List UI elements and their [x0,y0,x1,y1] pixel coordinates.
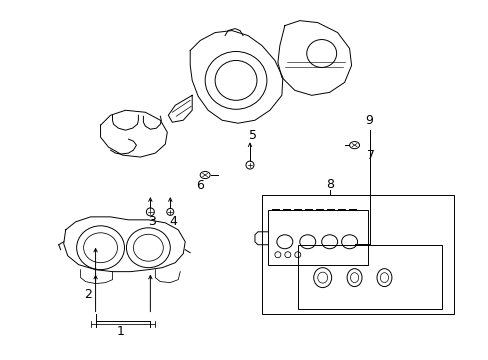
Text: 6: 6 [196,180,203,193]
Text: 3: 3 [148,215,156,228]
Bar [262,195,453,315]
Text: 2: 2 [83,288,91,301]
Bar [297,245,441,310]
Text: 4: 4 [169,215,177,228]
Text: 5: 5 [248,129,256,142]
Text: 8: 8 [325,179,333,192]
Bar [267,210,367,265]
Text: 1: 1 [116,325,124,338]
Text: 7: 7 [366,149,374,162]
Text: 9: 9 [365,114,373,127]
